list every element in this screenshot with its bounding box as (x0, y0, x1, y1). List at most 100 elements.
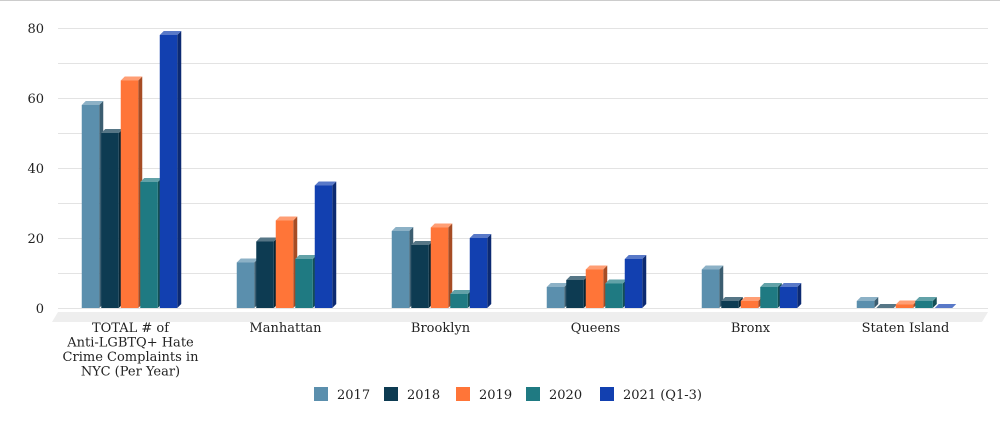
bar (314, 181, 337, 308)
category-label: Brooklyn (411, 321, 471, 336)
legend-item: 2019 (456, 387, 512, 403)
bar-front-face (760, 287, 778, 308)
legend-label: 2018 (407, 388, 440, 403)
bar-front-face (391, 231, 410, 308)
bar-side-face (487, 234, 492, 308)
bar (605, 279, 627, 308)
bar-side-face (932, 297, 937, 308)
y-axis-tick-labels: 0 20 40 60 80 (27, 22, 44, 317)
bar-top-face (391, 227, 414, 231)
y-tick-label: 40 (27, 162, 44, 177)
bar-side-face (177, 31, 182, 308)
bar-top-face (915, 297, 937, 301)
bar-top-face (120, 76, 143, 81)
bar (740, 297, 763, 308)
bar-front-face (159, 35, 178, 308)
bar-front-face (236, 262, 255, 308)
bar-top-face (450, 290, 472, 294)
bar-front-face (314, 185, 333, 308)
bar-top-face (236, 258, 259, 263)
legend: 2017 2018 2019 2020 2021 (Q1-3) (314, 387, 702, 403)
bar-side-face (797, 283, 802, 308)
bar-top-face (256, 237, 278, 242)
bar (585, 265, 608, 308)
bar (779, 283, 802, 308)
bar-top-face (159, 31, 182, 35)
bar-front-face (915, 301, 933, 308)
bar-front-face (740, 301, 759, 308)
bar (566, 276, 588, 308)
bar (915, 297, 937, 308)
bar-front-face (450, 294, 468, 308)
y-tick-label: 0 (36, 302, 44, 317)
category-label: Queens (571, 321, 620, 336)
category-label: Manhattan (249, 321, 322, 336)
bar-top-face (469, 234, 492, 238)
y-tick-label: 80 (27, 22, 44, 37)
bar-top-face (856, 297, 879, 301)
bar-front-face (81, 105, 100, 308)
bar-front-face (779, 287, 798, 308)
bar-top-face (740, 297, 763, 301)
bar-front-face (701, 269, 720, 308)
bar (411, 241, 433, 308)
bar (721, 297, 743, 308)
bar-top-face (295, 255, 317, 259)
bar-top-face (934, 304, 957, 308)
bar-front-face (895, 304, 914, 308)
floor-plane (52, 312, 988, 322)
bars (81, 31, 957, 308)
bar (120, 76, 143, 308)
bar-top-face (101, 129, 123, 133)
bar (895, 300, 918, 308)
bar-top-face (721, 297, 743, 301)
bar (876, 304, 898, 308)
legend-swatch (314, 387, 328, 401)
bar (760, 283, 782, 308)
bar-top-face (701, 265, 724, 270)
bar-front-face (295, 259, 313, 308)
bar-front-face (721, 301, 739, 308)
bar (469, 234, 492, 308)
bar-top-face (411, 241, 433, 245)
bar-side-face (719, 265, 724, 308)
bar (295, 255, 317, 308)
bar-top-face (585, 265, 608, 270)
bar-front-face (430, 227, 449, 308)
bar (159, 31, 182, 308)
legend-label: 2021 (Q1-3) (623, 388, 702, 403)
y-tick-label: 60 (27, 92, 44, 107)
legend-item: 2020 (526, 387, 582, 403)
bar-front-face (856, 301, 875, 308)
category-label: TOTAL # of Anti-LGBTQ+ Hate Crime Complain… (63, 321, 200, 380)
bar-top-face (876, 304, 898, 308)
bar (430, 223, 453, 308)
bar (256, 237, 278, 308)
bar-front-face (140, 182, 158, 308)
bar-front-face (624, 259, 643, 308)
bar-top-face (314, 181, 337, 186)
category-label: Staten Island (862, 321, 950, 336)
bar (275, 216, 298, 308)
bar-front-face (585, 269, 604, 308)
category-label: Bronx (731, 321, 771, 336)
chart-floor (52, 312, 988, 322)
bar-top-face (140, 178, 162, 182)
bar-top-face (546, 283, 569, 287)
bar-top-face (566, 276, 588, 280)
legend-swatch (526, 387, 540, 401)
bar-front-face (120, 80, 139, 308)
bar-front-face (566, 280, 584, 308)
bar-top-face (605, 279, 627, 284)
legend-swatch (384, 387, 398, 401)
legend-label: 2019 (479, 388, 512, 403)
bar-side-face (874, 297, 879, 308)
bar-top-face (779, 283, 802, 287)
bar-front-face (546, 287, 565, 308)
bar (140, 178, 162, 308)
bar (450, 290, 472, 308)
bar-front-face (275, 220, 294, 308)
bar-top-face (624, 255, 647, 259)
bar (546, 283, 569, 308)
